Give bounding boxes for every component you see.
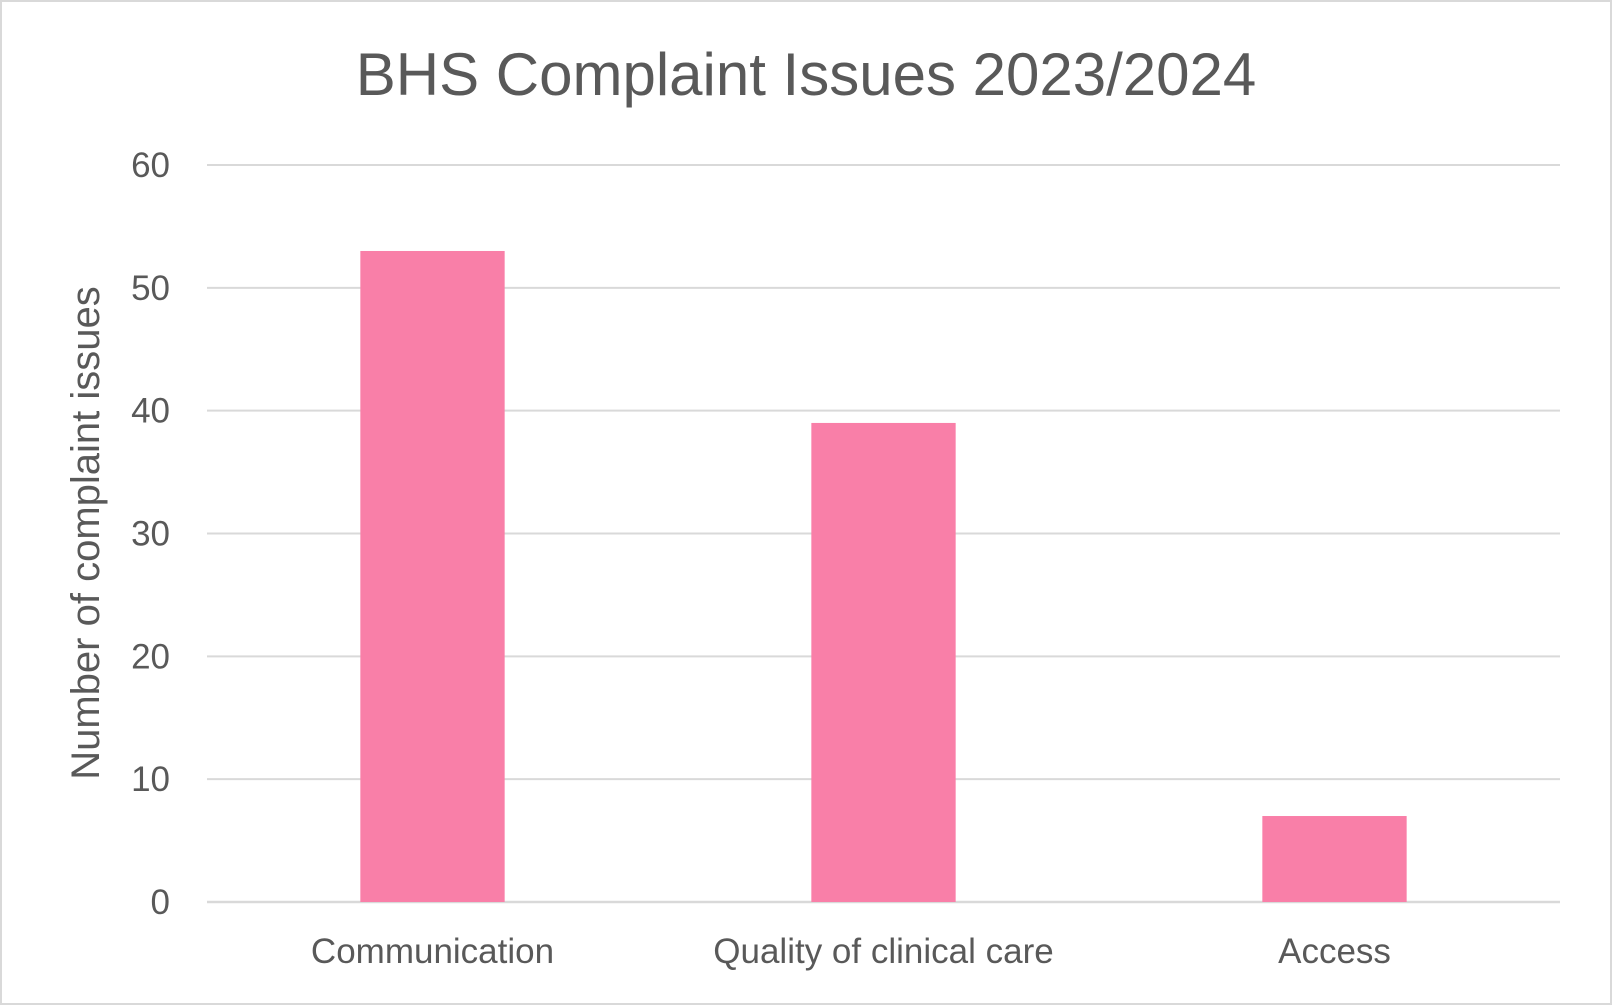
y-tick-label: 10: [131, 760, 170, 799]
y-tick-label: 30: [131, 515, 170, 554]
bar-communication: [360, 250, 505, 902]
x-tick-label: Quality of clinical care: [713, 932, 1053, 971]
bars: [360, 250, 1407, 902]
x-tick-label: Access: [1278, 932, 1391, 971]
y-axis-title: Number of complaint issues: [64, 286, 108, 780]
y-tick-label: 50: [131, 269, 170, 308]
y-tick-label: 40: [131, 392, 170, 431]
bar-quality-of-clinical-care: [811, 422, 956, 902]
y-axis-ticks: 0 10 20 30 40 50 60: [131, 146, 170, 922]
y-tick-label: 20: [131, 637, 170, 676]
x-axis-ticks: Communication Quality of clinical care Acc…: [311, 932, 1391, 971]
chart-title: BHS Complaint Issues 2023/2024: [356, 41, 1257, 108]
x-tick-label: Communication: [311, 932, 554, 971]
bar-access: [1262, 816, 1407, 902]
y-tick-label: 60: [131, 146, 170, 185]
y-tick-label: 0: [151, 883, 170, 922]
